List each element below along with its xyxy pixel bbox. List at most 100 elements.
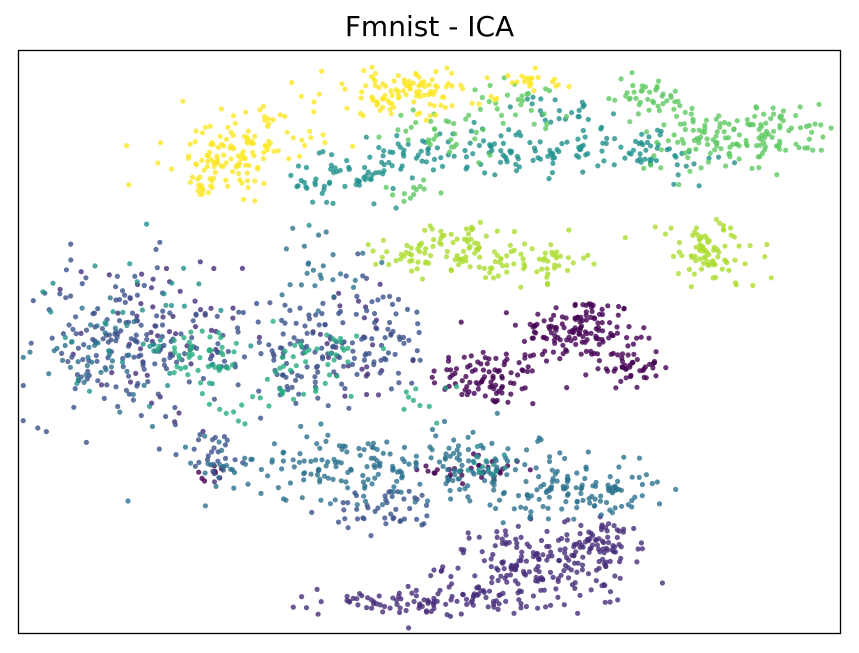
data-point <box>229 467 236 473</box>
data-point <box>299 137 305 143</box>
data-point <box>211 445 217 451</box>
data-point <box>316 91 322 97</box>
data-point <box>196 281 202 287</box>
data-point <box>639 87 645 94</box>
data-point <box>133 332 139 338</box>
data-point <box>75 359 81 365</box>
data-point <box>810 147 816 153</box>
data-point <box>734 118 740 124</box>
data-point <box>515 523 521 529</box>
data-point <box>60 331 66 337</box>
data-point <box>421 177 427 183</box>
data-point <box>492 259 498 265</box>
data-point <box>506 127 512 133</box>
data-point <box>393 258 399 264</box>
series-3 <box>20 225 679 526</box>
data-point <box>682 126 688 133</box>
data-point <box>505 446 511 452</box>
data-point <box>651 360 658 366</box>
data-point <box>537 108 543 114</box>
data-point <box>157 337 163 343</box>
data-point <box>636 474 642 480</box>
data-point <box>331 369 337 375</box>
data-point <box>607 589 614 595</box>
data-point <box>416 83 422 89</box>
data-point <box>182 364 189 370</box>
data-point <box>513 536 519 542</box>
data-point <box>428 118 434 124</box>
data-point <box>452 370 458 376</box>
data-point <box>379 159 385 165</box>
data-point <box>354 371 360 377</box>
data-point <box>443 118 449 124</box>
data-point <box>579 99 585 105</box>
data-point <box>463 596 470 602</box>
data-point <box>154 265 160 271</box>
data-point <box>531 88 537 94</box>
data-point <box>578 323 585 329</box>
data-point <box>389 92 395 98</box>
data-point <box>673 486 679 492</box>
data-point <box>456 476 462 482</box>
data-point <box>468 599 474 605</box>
data-point <box>217 365 224 371</box>
data-point <box>330 200 336 206</box>
data-point <box>639 546 646 552</box>
data-point <box>697 236 703 242</box>
data-point <box>530 352 537 358</box>
data-point <box>764 241 770 248</box>
data-point <box>452 472 458 478</box>
data-point <box>301 243 307 249</box>
data-point <box>448 268 454 274</box>
data-point <box>176 410 182 416</box>
data-point <box>282 302 288 308</box>
data-point <box>315 611 321 617</box>
data-point <box>565 575 572 581</box>
data-point <box>454 455 460 461</box>
data-point <box>520 368 526 374</box>
data-point <box>682 150 688 156</box>
data-point <box>197 259 203 265</box>
data-point <box>653 349 659 355</box>
data-point <box>189 335 195 341</box>
data-point <box>585 449 591 455</box>
data-point <box>393 597 400 603</box>
data-point <box>621 454 627 460</box>
data-point <box>612 549 619 555</box>
data-point <box>601 158 607 164</box>
data-point <box>245 136 251 142</box>
data-point <box>316 232 322 238</box>
data-point <box>202 310 208 317</box>
data-point <box>595 366 601 372</box>
data-point <box>762 147 768 153</box>
data-point <box>83 439 89 445</box>
data-point <box>447 487 453 494</box>
data-point <box>323 463 329 469</box>
data-point <box>599 311 606 318</box>
data-point <box>363 83 369 89</box>
data-point <box>802 145 808 151</box>
data-point <box>479 378 485 385</box>
data-point <box>480 588 487 594</box>
data-point <box>312 379 318 385</box>
data-point <box>361 493 367 499</box>
data-point <box>504 269 510 275</box>
data-point <box>578 351 584 357</box>
data-point <box>650 365 656 371</box>
data-point <box>471 471 477 477</box>
data-point <box>212 364 218 370</box>
data-point <box>186 339 192 345</box>
data-point <box>279 292 285 298</box>
data-point <box>423 259 429 265</box>
data-point <box>481 558 487 564</box>
data-point <box>358 95 364 101</box>
data-point <box>658 147 665 153</box>
data-point <box>371 462 377 468</box>
data-point <box>394 133 400 139</box>
data-point <box>476 264 482 270</box>
data-point <box>513 168 520 174</box>
data-point <box>463 226 470 232</box>
data-point <box>85 354 91 360</box>
data-point <box>431 368 437 374</box>
data-point <box>325 403 331 409</box>
